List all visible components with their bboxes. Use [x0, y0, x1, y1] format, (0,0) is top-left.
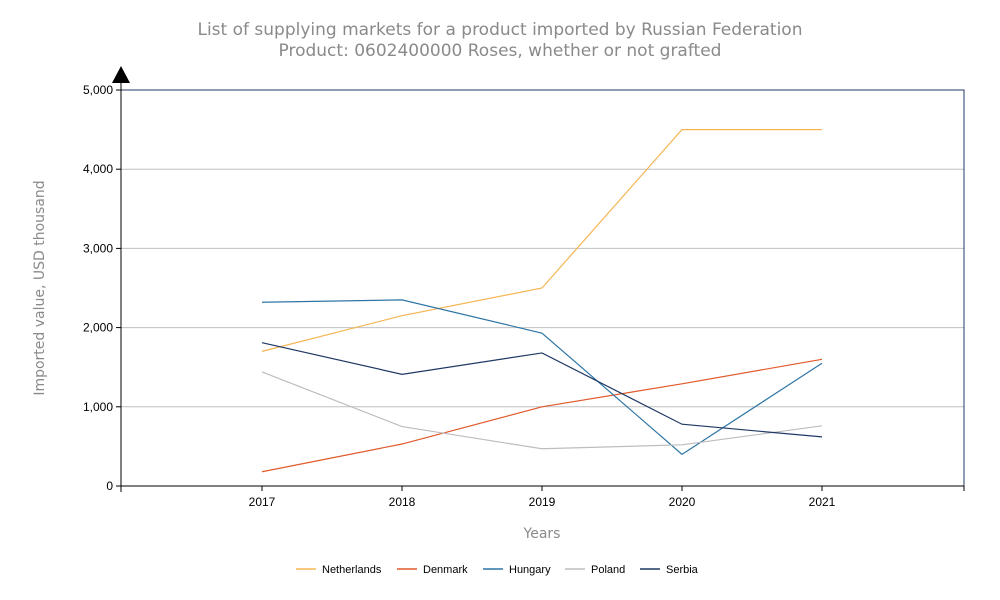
y-axis-ticks: 0 1,000 2,000 3,000 4,000 5,000: [83, 83, 121, 493]
x-tick-label: 2017: [249, 495, 276, 509]
x-tick-label: 2021: [809, 495, 836, 509]
series-line-denmark: [261, 358, 823, 473]
chart-subtitle: Product: 0602400000 Roses, whether or no…: [279, 41, 722, 61]
x-tick-label: 2018: [389, 495, 416, 509]
series-line-poland: [261, 371, 823, 450]
legend-label: Netherlands: [322, 564, 382, 576]
legend-label: Serbia: [666, 564, 699, 576]
series-line-netherlands: [261, 129, 822, 352]
y-tick-label: 4,000: [83, 162, 113, 176]
legend-label: Poland: [591, 564, 625, 576]
x-axis-title: Years: [523, 526, 561, 542]
y-tick-label: 5,000: [83, 83, 113, 97]
chart-title: List of supplying markets for a product …: [197, 20, 802, 40]
series-line-hungary: [261, 299, 823, 456]
x-tick-label: 2019: [529, 495, 556, 509]
legend-label: Hungary: [509, 564, 551, 576]
series-line-serbia: [261, 342, 823, 438]
y-tick-label: 2,000: [83, 321, 113, 335]
y-axis-title: Imported value, USD thousand: [32, 180, 48, 395]
legend: Netherlands Denmark Hungary Poland Serbia: [296, 564, 699, 576]
y-tick-label: 1,000: [83, 400, 113, 414]
y-axis-arrow-icon: [112, 66, 130, 83]
x-tick-label: 2020: [669, 495, 696, 509]
y-tick-label: 3,000: [83, 241, 113, 255]
series-lines: [261, 129, 823, 473]
legend-label: Denmark: [423, 564, 468, 576]
x-axis-ticks: 2017 2018 2019 2020 2021: [120, 486, 965, 509]
y-tick-label: 0: [106, 479, 113, 493]
